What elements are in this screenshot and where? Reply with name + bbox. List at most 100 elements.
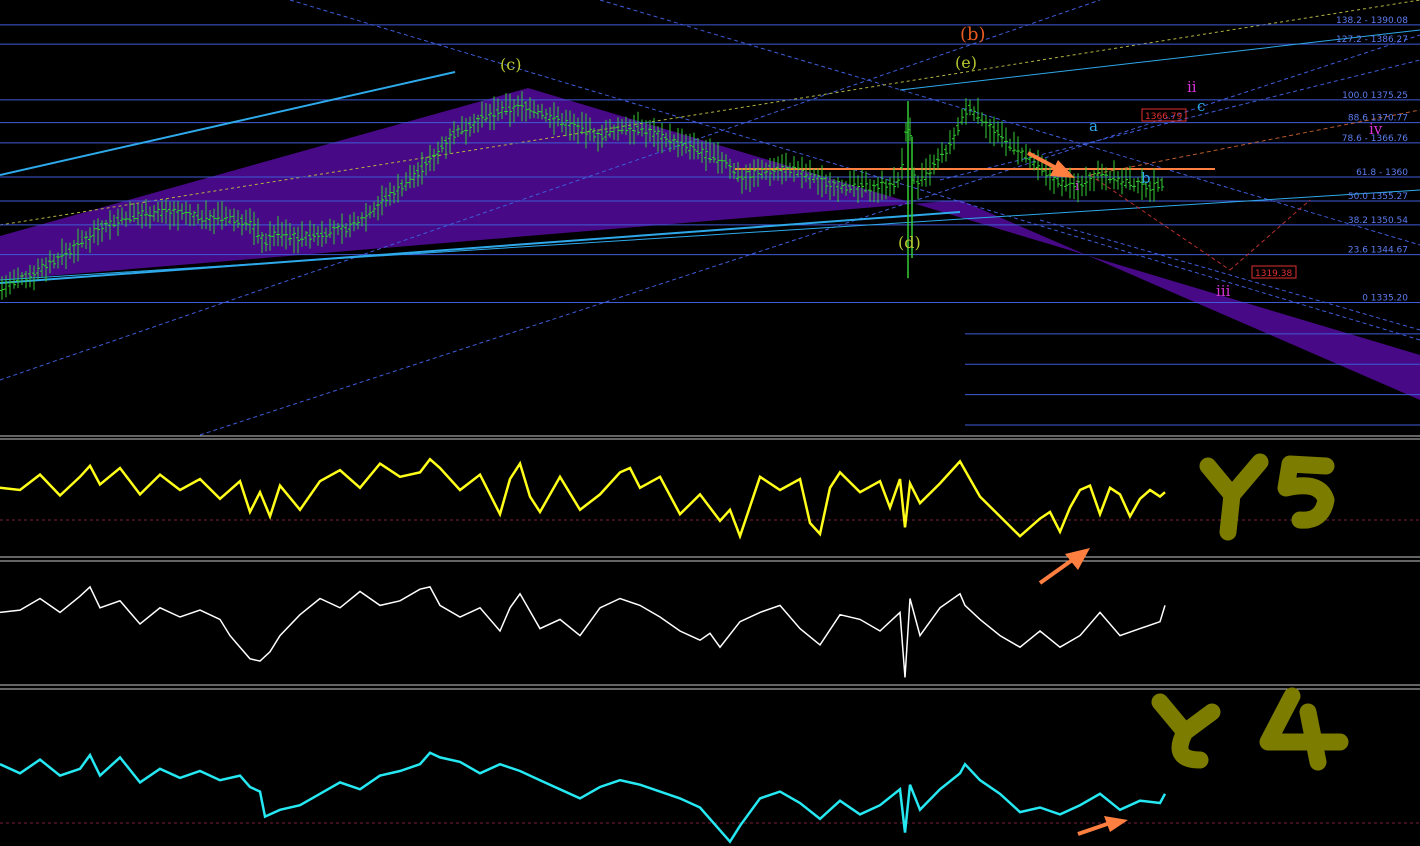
price-candle xyxy=(376,195,380,221)
wave-label-a-minor: a xyxy=(1089,117,1098,135)
price-candle xyxy=(612,124,616,140)
price-candle xyxy=(468,116,472,137)
price-candle xyxy=(384,187,388,207)
price-candle xyxy=(636,111,640,136)
price-candle xyxy=(292,226,296,254)
fib-level-label: 50.0 1355.27 xyxy=(1348,192,1408,202)
price-candle xyxy=(944,144,948,162)
y5-annotation xyxy=(1199,453,1335,541)
price-candle xyxy=(320,220,324,247)
price-candle xyxy=(356,215,360,230)
price-candle xyxy=(828,172,832,200)
price-candle xyxy=(856,175,860,203)
price-candle xyxy=(268,221,272,251)
price-candle xyxy=(964,98,968,125)
dashed-orange-line xyxy=(1089,109,1420,176)
price-candle xyxy=(496,98,500,121)
price-candle xyxy=(492,96,496,131)
price-box-upper-text: 1366.79 xyxy=(1145,112,1182,122)
price-candle xyxy=(704,139,708,172)
y5-annotation-text: Y5 xyxy=(1240,519,1242,521)
arrow-head xyxy=(1065,548,1090,570)
price-candle xyxy=(1104,167,1108,191)
price-candle xyxy=(640,119,644,137)
price-candle xyxy=(796,160,800,178)
channel-top-line xyxy=(899,29,1420,91)
price-candle xyxy=(28,264,32,288)
price-candle xyxy=(836,177,840,202)
oscillator-cyan-line xyxy=(0,751,1167,844)
fib-level-label: 78.6 - 1366.76 xyxy=(1342,134,1408,144)
price-candle xyxy=(148,206,152,229)
fib-level-label: 23.6 1344.67 xyxy=(1348,246,1408,256)
price-candle xyxy=(1136,177,1140,194)
price-candle xyxy=(316,225,320,246)
price-candle xyxy=(56,252,60,269)
price-candle xyxy=(428,144,432,172)
price-candle xyxy=(324,227,328,244)
price-candle xyxy=(132,202,136,222)
price-candle xyxy=(96,218,100,246)
price-candle xyxy=(596,129,600,152)
wave-label-b-major: (b) xyxy=(960,24,986,45)
arrow-shaft xyxy=(1038,556,1077,585)
price-candle xyxy=(508,93,512,127)
price-candle xyxy=(760,159,764,180)
price-box-lower: 1319.38 xyxy=(1251,265,1297,279)
price-candle xyxy=(300,221,304,247)
price-candle xyxy=(248,208,252,234)
price-candle xyxy=(284,219,288,250)
price-candle xyxy=(60,238,64,265)
wave-label-d-major: (d) xyxy=(898,233,921,252)
price-candle xyxy=(1128,165,1132,191)
price-candle xyxy=(800,156,804,189)
fib-level-label: 0 1335.20 xyxy=(1362,294,1408,304)
price-box-upper-frame xyxy=(1141,108,1187,122)
price-candle xyxy=(568,110,572,141)
arrow-annotation-cyan xyxy=(1077,816,1128,836)
price-candle xyxy=(672,134,676,151)
y4-stroke xyxy=(1259,687,1349,771)
price-candle xyxy=(124,211,128,227)
price-candle xyxy=(412,165,416,188)
price-candle xyxy=(1064,177,1068,192)
price-candle xyxy=(784,152,788,182)
price-candle xyxy=(364,202,368,232)
price-candle xyxy=(808,159,812,189)
price-candle xyxy=(228,209,232,224)
price-candle xyxy=(408,164,412,189)
price-candle xyxy=(180,203,184,220)
price-candle xyxy=(520,91,524,122)
price-candle xyxy=(624,116,628,136)
price-candle xyxy=(516,95,520,117)
price-candle xyxy=(476,114,480,133)
price-candle xyxy=(156,201,160,223)
price-candle xyxy=(464,118,468,145)
fib-level-label: 61.8 - 1360 xyxy=(1356,168,1408,178)
price-candle xyxy=(820,165,824,198)
price-candle xyxy=(924,158,928,187)
dashed-trendline xyxy=(0,0,1101,381)
price-candle xyxy=(424,156,428,176)
price-candle xyxy=(200,209,204,230)
price-candle xyxy=(152,205,156,222)
price-candle xyxy=(184,201,188,225)
price-candle xyxy=(716,141,720,174)
price-candle xyxy=(1156,177,1160,192)
wave-label-iii: iii xyxy=(1216,282,1231,300)
price-candle xyxy=(536,104,540,119)
price-candle xyxy=(884,178,888,200)
price-candle xyxy=(1020,147,1024,162)
price-candle xyxy=(768,157,772,186)
channel-upper-line xyxy=(0,71,456,176)
price-candle xyxy=(404,172,408,191)
price-candle xyxy=(720,151,724,174)
price-candle xyxy=(328,218,332,239)
arrow-annotation-yellow xyxy=(1038,548,1090,585)
price-candle xyxy=(288,222,292,246)
wave-label-c-minor: c xyxy=(1197,97,1205,115)
price-candle xyxy=(764,162,768,180)
price-candle xyxy=(876,177,880,203)
